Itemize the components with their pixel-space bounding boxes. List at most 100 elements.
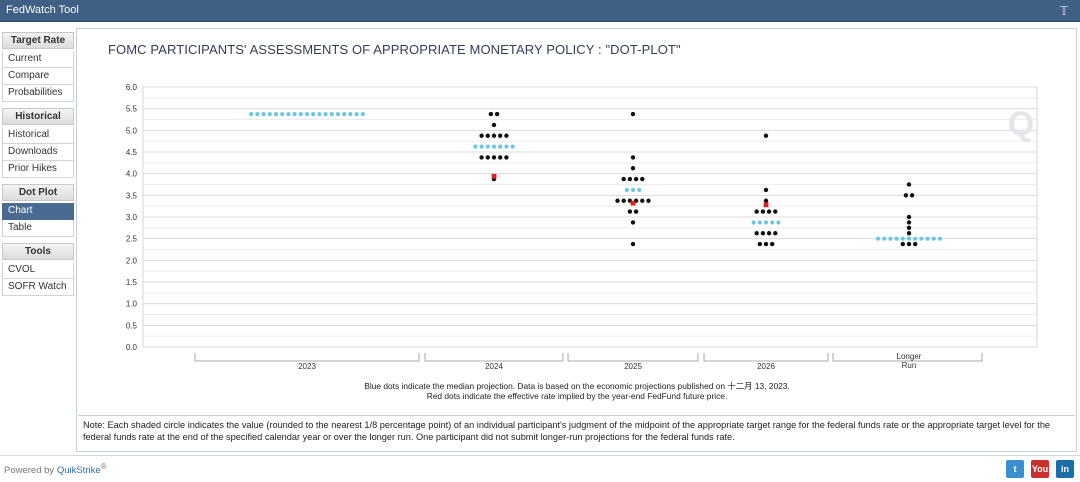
x-tick-label: 2024 <box>485 362 503 371</box>
x-category-bracket <box>194 353 420 362</box>
median-dot <box>931 236 936 241</box>
participant-dot <box>479 155 484 160</box>
median-dot <box>637 187 642 193</box>
participant-dot <box>754 231 759 236</box>
median-dot <box>882 236 887 241</box>
median-dot <box>906 236 912 241</box>
chart-caption-future: Red dots indicate the effective rate imp… <box>427 391 728 401</box>
median-dot <box>491 144 497 149</box>
sidebar-item-cvol[interactable]: CVOL <box>2 262 74 279</box>
sidebar-item-historical[interactable]: Historical <box>2 127 74 144</box>
linkedin-icon[interactable]: in <box>1056 460 1074 478</box>
y-tick-label: 4.0 <box>126 170 138 179</box>
sidebar-item-prior-hikes[interactable]: Prior Hikes <box>2 161 74 178</box>
y-tick-label: 1.0 <box>126 300 138 309</box>
participant-dot <box>640 176 645 182</box>
dot-plot-chart: 0.0 0.5 1.0 1.5 2.0 2.5 3.0 3.5 4.0 4.5 5.0 5.5 6.0 2… <box>126 83 1038 401</box>
participant-dot <box>494 111 500 117</box>
chart-caption-median: Blue dots indicate the median projection… <box>364 381 790 391</box>
median-dot <box>473 144 478 149</box>
participant-dot <box>906 241 912 247</box>
median-dot <box>776 220 781 225</box>
sidebar-item-table[interactable]: Table <box>2 220 74 237</box>
participant-dot <box>627 209 633 214</box>
future-implied-rate-dot <box>763 202 769 208</box>
median-dot <box>261 111 266 117</box>
participant-dot <box>906 225 912 231</box>
participant-dot <box>763 198 769 203</box>
x-tick-label: 2023 <box>298 362 316 371</box>
median-dot <box>267 111 272 117</box>
median-dot <box>504 144 509 149</box>
future-implied-rate-dot <box>491 173 497 179</box>
median-dot <box>479 144 484 149</box>
quikstrike-link[interactable]: QuikStrike <box>56 465 101 477</box>
median-dot <box>298 111 303 117</box>
sidebar-item-sofr-watch[interactable]: SOFR Watch <box>2 279 74 296</box>
participant-dot <box>900 241 905 247</box>
youtube-icon[interactable]: You <box>1031 460 1049 478</box>
sidebar-item-probabilities[interactable]: Probabilities <box>2 85 74 102</box>
x-tick-label: Longer Run <box>897 352 922 370</box>
x-category-bracket <box>832 353 983 362</box>
sidebar-item-current[interactable]: Current <box>2 51 74 68</box>
median-dot <box>317 111 322 117</box>
title-bar: FedWatch Tool 𝕋 <box>0 0 1080 22</box>
participant-dot <box>498 155 503 160</box>
sidebar-section: Historical Historical Downloads Prior Hikes <box>2 108 74 178</box>
median-dot <box>751 220 756 225</box>
participant-dot <box>491 133 497 138</box>
participant-dot <box>906 214 912 220</box>
median-dot <box>757 220 762 225</box>
median-dot <box>323 111 328 117</box>
twitter-icon[interactable]: 𝕋 <box>1059 4 1069 18</box>
sidebar-section-header: Historical <box>2 108 74 125</box>
twitter-icon[interactable]: t <box>1006 460 1024 478</box>
participant-dot <box>633 176 639 182</box>
median-dot <box>335 111 341 117</box>
sidebar-section-header: Dot Plot <box>2 184 74 201</box>
chart-panel: FOMC PARTICIPANTS' ASSESSMENTS OF APPROP… <box>76 28 1077 452</box>
x-tick-label: 2025 <box>624 362 642 371</box>
y-tick-label: 0.5 <box>126 321 138 330</box>
participant-dot <box>630 241 636 247</box>
registered-mark: ® <box>100 462 107 471</box>
median-dot <box>875 236 881 241</box>
sidebar-item-downloads[interactable]: Downloads <box>2 144 74 161</box>
y-tick-label: 0.0 <box>126 343 138 352</box>
sidebar-item-chart[interactable]: Chart <box>2 203 74 220</box>
participant-dot <box>491 122 497 128</box>
footnote: Note: Each shaded circle indicates the v… <box>78 415 1075 451</box>
participant-dot <box>488 111 494 117</box>
median-dot <box>894 236 899 241</box>
participant-dot <box>479 133 484 138</box>
participant-dot <box>630 166 636 171</box>
median-dot <box>913 236 918 241</box>
participant-dot <box>773 231 778 236</box>
sidebar-section: Dot Plot Chart Table <box>2 184 74 237</box>
participant-dot <box>630 220 636 225</box>
sidebar-item-compare[interactable]: Compare <box>2 68 74 85</box>
participant-dot <box>770 241 775 247</box>
participant-dot <box>504 133 509 138</box>
y-tick-label: 2.5 <box>126 235 138 244</box>
participant-dot <box>640 198 645 203</box>
x-tick-label: 2026 <box>757 362 775 371</box>
participant-dot <box>766 209 772 214</box>
chart-title: FOMC PARTICIPANTS' ASSESSMENTS OF APPROP… <box>108 42 681 57</box>
participant-dot <box>633 209 639 214</box>
median-dot <box>249 111 254 117</box>
participant-dot <box>913 241 918 247</box>
participant-dot <box>630 111 636 117</box>
participant-dot <box>763 241 769 247</box>
median-dot <box>360 111 365 117</box>
y-tick-label: 2.0 <box>126 256 138 265</box>
y-tick-label: 6.0 <box>126 83 138 92</box>
median-dot <box>937 236 943 241</box>
powered-by: Powered by QuikStrike® <box>4 462 106 476</box>
participant-dot <box>763 187 769 193</box>
sidebar-section-header: Target Rate <box>2 32 74 49</box>
sidebar-section: Tools CVOL SOFR Watch <box>2 243 74 296</box>
median-dot <box>900 236 905 241</box>
